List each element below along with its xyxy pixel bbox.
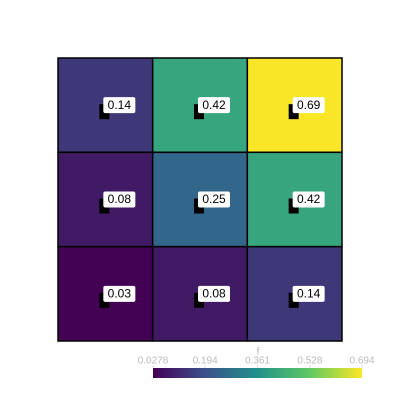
heatmap-cell	[246, 57, 343, 154]
cell-label: 0.14	[297, 287, 321, 301]
colorbar-tick-label: 0.528	[297, 356, 322, 367]
label-box	[198, 191, 230, 208]
cell-label: 0.08	[108, 192, 132, 206]
label-box	[198, 97, 230, 114]
cell-label: 0.69	[297, 98, 321, 112]
cell-label: 0.03	[108, 287, 132, 301]
colorbar-tick-label: 0.194	[193, 356, 218, 367]
colorbar-tick-label: 0.361	[245, 356, 270, 367]
colorbar-tick-label: 0.694	[349, 356, 374, 367]
cell-label: 0.42	[202, 98, 226, 112]
colorbar-title: f	[257, 347, 260, 358]
cell-label: 0.08	[202, 287, 226, 301]
label-box	[103, 285, 136, 302]
colorbar	[153, 368, 362, 378]
label-box	[103, 97, 136, 114]
cell-label: 0.42	[297, 192, 321, 206]
label-box	[292, 285, 325, 302]
cell-label: 0.14	[108, 98, 132, 112]
cell-label: 0.25	[202, 192, 226, 206]
heatmap-cell	[57, 245, 154, 342]
colorbar-tick-label: 0.0278	[138, 356, 169, 367]
label-box	[198, 285, 230, 302]
label-box	[292, 97, 325, 114]
label-box	[292, 191, 325, 208]
label-box	[103, 191, 136, 208]
